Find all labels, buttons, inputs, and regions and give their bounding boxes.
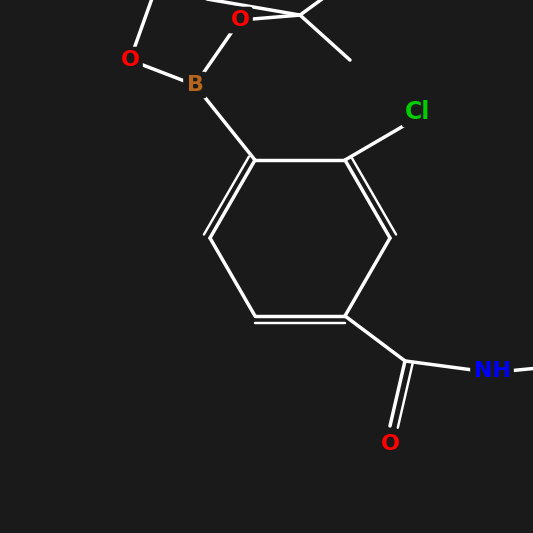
Text: NH: NH — [473, 361, 511, 381]
Text: O: O — [230, 10, 249, 30]
Text: Cl: Cl — [405, 100, 431, 124]
Text: B: B — [187, 75, 204, 95]
Text: O: O — [381, 434, 400, 454]
Text: O: O — [120, 50, 140, 70]
